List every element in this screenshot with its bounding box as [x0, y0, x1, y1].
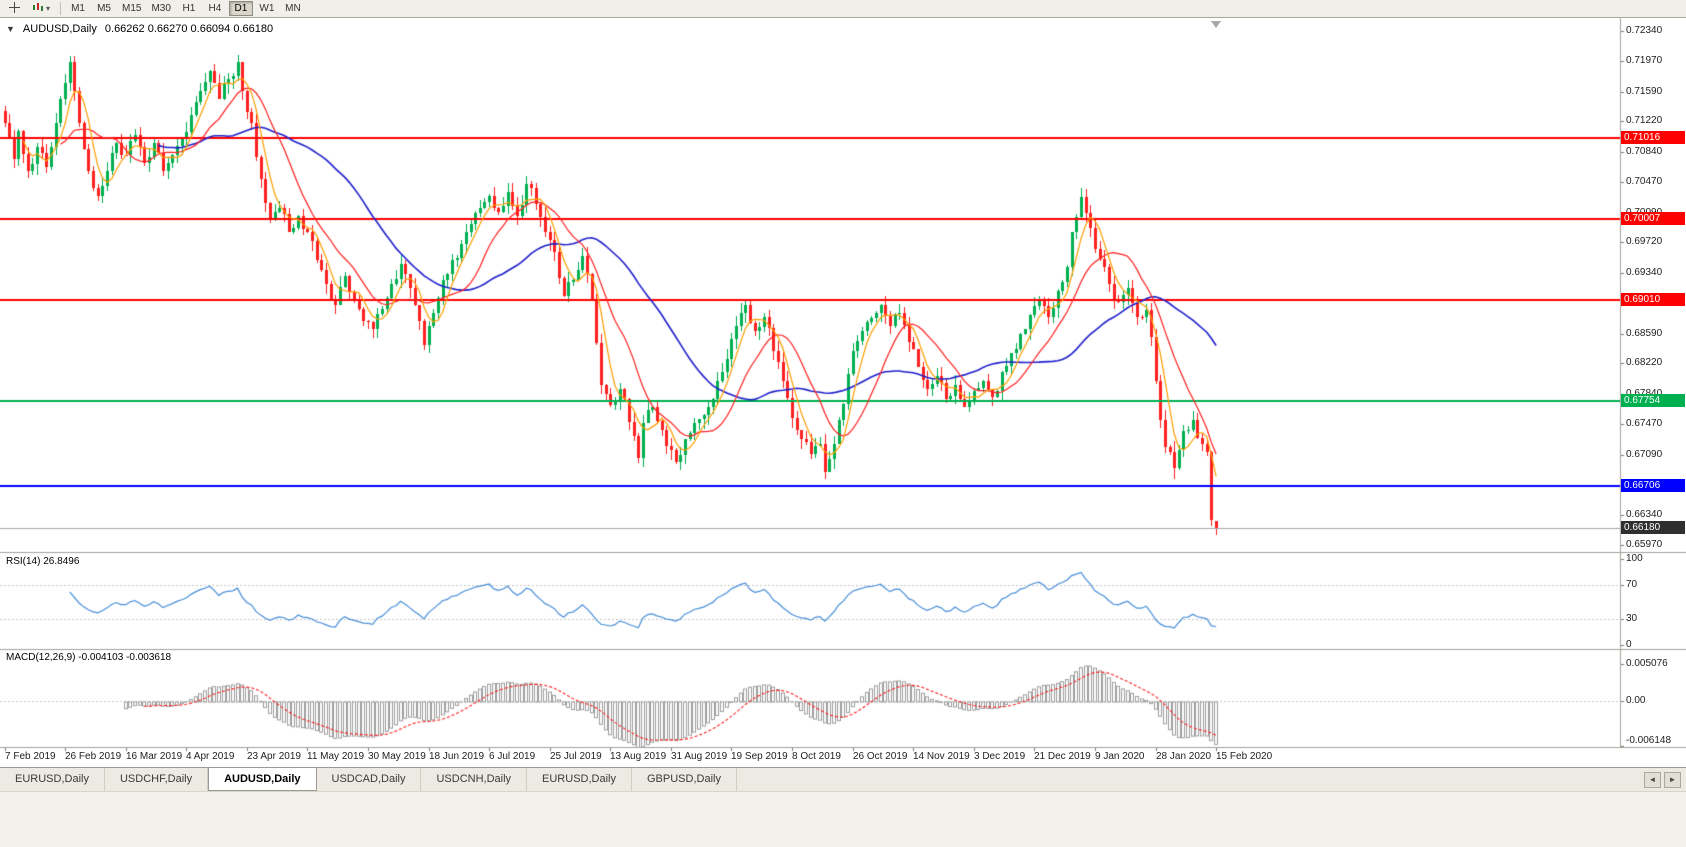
chart-ohlc-values: 0.66262 0.66270 0.66094 0.66180: [104, 23, 274, 35]
date-axis-label: 26 Oct 2019: [853, 751, 908, 762]
price-axis-label: 0.68590: [1626, 328, 1663, 339]
one-click-trading-icon[interactable]: ▼: [6, 24, 15, 34]
price-axis-label: 0.71220: [1626, 115, 1663, 126]
timeframe-button-m15[interactable]: M15: [118, 1, 145, 16]
tab-scroll-controls: ◄ ►: [1644, 768, 1686, 791]
candlestick-icon: [32, 2, 44, 16]
date-axis-label: 26 Feb 2019: [65, 751, 122, 762]
chart-tab-usdchf-daily[interactable]: USDCHF,Daily: [105, 768, 209, 791]
date-axis-label: 16 Mar 2019: [126, 751, 183, 762]
top-toolbar: ▾ M1 M5 M15 M30 H1 H4 D1 W1 MN: [0, 0, 1686, 18]
price-axis-label: 0.67840: [1626, 388, 1662, 399]
macd-indicator-label: MACD(12,26,9) -0.004103 -0.003618: [6, 652, 172, 663]
date-axis-label: 28 Jan 2020: [1156, 751, 1212, 762]
date-axis-label: 30 May 2019: [368, 751, 426, 762]
rsi-axis-label: 0: [1626, 639, 1632, 650]
date-axis-label: 14 Nov 2019: [913, 751, 970, 762]
date-axis-label: 8 Oct 2019: [792, 751, 841, 762]
date-axis-label: 3 Dec 2019: [974, 751, 1026, 762]
date-axis-label: 11 May 2019: [307, 751, 365, 762]
hline-price-tag: 0.70007: [1621, 212, 1685, 225]
timeframe-button-h1[interactable]: H1: [177, 1, 201, 16]
chart-tab-usdcnh-daily[interactable]: USDCNH,Daily: [421, 768, 528, 791]
date-axis-label: 23 Apr 2019: [247, 751, 301, 762]
chart-tab-eurusd-daily[interactable]: EURUSD,Daily: [527, 768, 632, 791]
rsi-axis-label: 100: [1626, 553, 1643, 564]
price-axis-label: 0.67090: [1626, 449, 1663, 460]
timeframe-button-w1[interactable]: W1: [255, 1, 279, 16]
price-axis-label: 0.69340: [1626, 267, 1663, 278]
chart-tab-bar: EURUSD,Daily USDCHF,Daily AUDUSD,Daily USDC…: [0, 767, 1686, 791]
crosshair-icon: [9, 1, 20, 16]
chart-tabs: EURUSD,Daily USDCHF,Daily AUDUSD,Daily USDC…: [0, 768, 737, 791]
chevron-down-icon: ▾: [46, 4, 51, 13]
current-price-tag: 0.66180: [1621, 521, 1685, 534]
price-axis-label: 0.66340: [1626, 509, 1663, 520]
rsi-axis-label: 70: [1626, 579, 1638, 590]
date-axis-label: 9 Jan 2020: [1095, 751, 1145, 762]
chart-symbol-label: AUDUSD,Daily: [22, 23, 97, 35]
chart-ohlc-header: ▼ AUDUSD,Daily 0.66262 0.66270 0.66094 0…: [6, 23, 273, 35]
date-axis-label: 18 Jun 2019: [429, 751, 485, 762]
price-axis-label: 0.67470: [1626, 418, 1663, 429]
price-axis-label: 0.72340: [1626, 25, 1663, 36]
chart-tab-audusd-daily[interactable]: AUDUSD,Daily: [208, 768, 317, 791]
timeframe-button-m5[interactable]: M5: [92, 1, 116, 16]
rsi-axis-label: 30: [1626, 613, 1638, 624]
chart-tab-gbpusd-daily[interactable]: GBPUSD,Daily: [632, 768, 737, 791]
price-axis-label: 0.70840: [1626, 146, 1663, 157]
hline-price-tag: 0.66706: [1621, 479, 1685, 492]
date-axis-label: 7 Feb 2019: [5, 751, 56, 762]
chart-tab-eurusd-daily[interactable]: EURUSD,Daily: [0, 768, 105, 791]
price-axis-label: 0.71970: [1626, 55, 1663, 66]
date-axis-label: 6 Jul 2019: [489, 751, 536, 762]
date-axis-label: 15 Feb 2020: [1216, 751, 1273, 762]
macd-axis-label: 0.005076: [1626, 658, 1668, 669]
timeframe-button-m30[interactable]: M30: [147, 1, 174, 16]
chart-tab-usdcad-daily[interactable]: USDCAD,Daily: [317, 768, 422, 791]
timeframe-button-h4[interactable]: H4: [203, 1, 227, 16]
toolbar-separator: [60, 2, 62, 15]
macd-axis-label: -0.006148: [1626, 735, 1672, 746]
macd-axis-label: 0.00: [1626, 695, 1646, 706]
status-bar: [0, 791, 1686, 847]
price-axis-label: 0.69720: [1626, 236, 1663, 247]
rsi-indicator-label: RSI(14) 26.8496: [6, 556, 80, 567]
timeframe-button-m1[interactable]: M1: [66, 1, 90, 16]
price-axis-label: 0.68220: [1626, 357, 1663, 368]
date-axis-label: 13 Aug 2019: [610, 751, 667, 762]
date-axis-label: 4 Apr 2019: [186, 751, 235, 762]
hline-price-tag: 0.69010: [1621, 293, 1685, 306]
indicators-dropdown-button[interactable]: ▾: [27, 1, 55, 16]
price-axis-label: 0.65970: [1626, 539, 1663, 550]
tab-scroll-right-button[interactable]: ►: [1664, 771, 1681, 788]
hline-price-tag: 0.71016: [1621, 131, 1685, 144]
crosshair-tool-button[interactable]: [4, 1, 25, 16]
price-axis-label: 0.70470: [1626, 176, 1663, 187]
hline-price-tag: 0.67754: [1621, 394, 1685, 407]
timeframe-button-d1[interactable]: D1: [228, 1, 253, 16]
price-axis-label: 0.71590: [1626, 86, 1663, 97]
date-axis-label: 31 Aug 2019: [671, 751, 728, 762]
date-axis-label: 21 Dec 2019: [1034, 751, 1091, 762]
timeframe-group: M1 M5 M15 M30 H1 H4 D1 W1 MN: [65, 1, 306, 16]
tab-scroll-left-button[interactable]: ◄: [1644, 771, 1661, 788]
chart-shift-marker-icon[interactable]: [1211, 21, 1221, 28]
date-axis-label: 19 Sep 2019: [731, 751, 788, 762]
timeframe-button-mn[interactable]: MN: [281, 1, 305, 16]
date-axis-label: 25 Jul 2019: [550, 751, 602, 762]
